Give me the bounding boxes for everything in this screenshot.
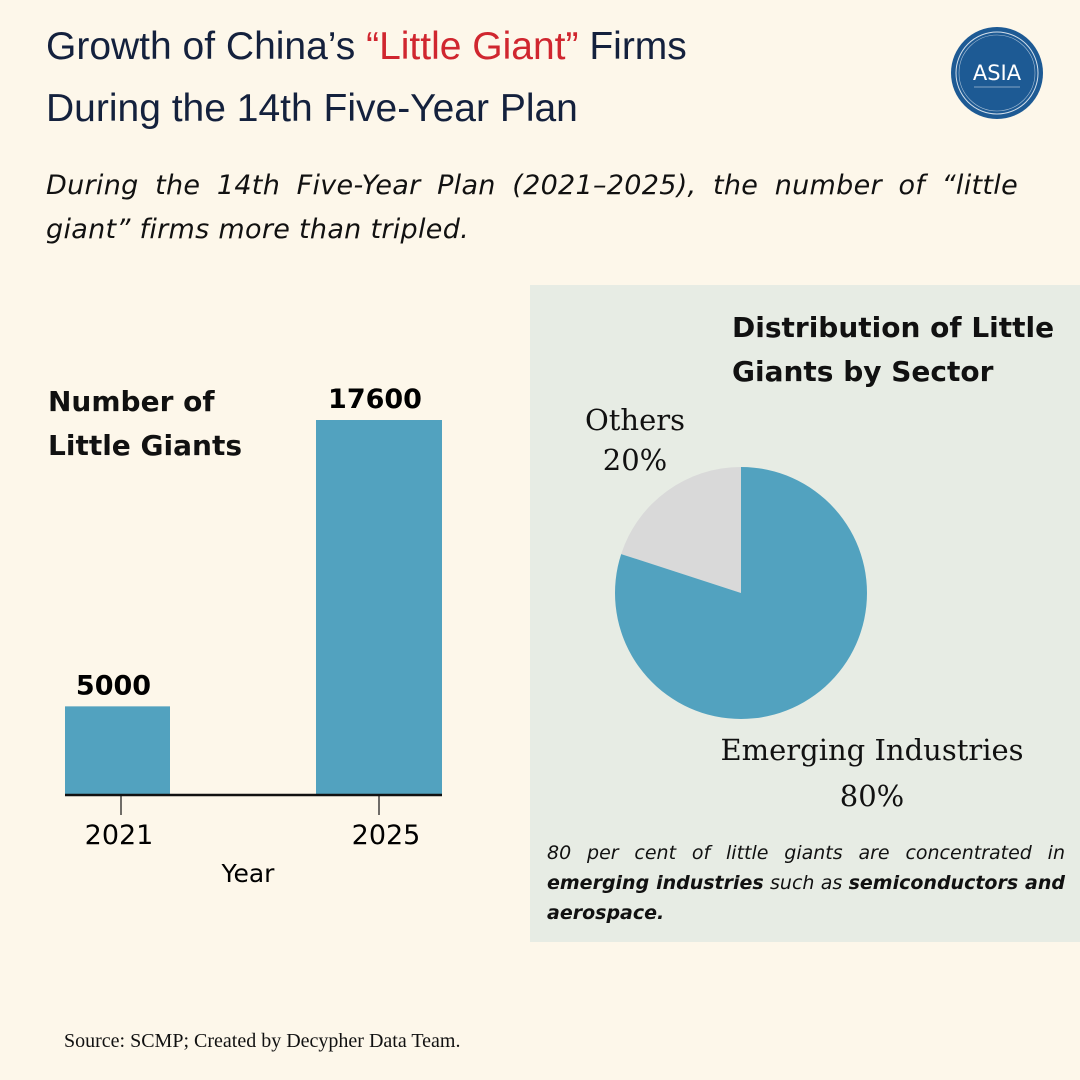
bar-data-label: 5000: [76, 670, 151, 701]
bar-data-label: 17600: [328, 384, 422, 415]
pie-chart-title: Distribution of Little Giants by Sector: [732, 311, 1055, 388]
emerging-pct: 80%: [839, 779, 905, 813]
title-text: Firms: [578, 25, 687, 68]
x-axis-label: Year: [221, 859, 276, 888]
pie-label-emerging: Emerging Industries 80%: [672, 730, 1072, 816]
note-bold: semiconductors and aerospace.: [547, 872, 1065, 924]
title-line2: During the 14th Five-Year Plan: [46, 87, 578, 130]
x-tick-label: 2021: [85, 820, 154, 851]
title-text: Growth of China’s: [46, 25, 367, 68]
x-tick-label: 2025: [352, 820, 421, 851]
source-note: Source: SCMP; Created by Decypher Data T…: [64, 1030, 461, 1052]
sector-note: 80 per cent of little giants are concent…: [547, 838, 1065, 928]
page-title: Growth of China’s “Little Giant” Firms D…: [46, 16, 687, 140]
note-text: 80 per cent of little giants are concent…: [547, 842, 1065, 864]
others-pct: 20%: [602, 443, 668, 477]
others-name: Others: [584, 403, 685, 437]
bar-2025: [316, 420, 442, 795]
asia-logo: ASIA: [951, 27, 1043, 119]
note-bold: emerging industries: [547, 872, 764, 894]
note-text: such as: [763, 872, 849, 894]
pie-slice-emerging-industries: [614, 467, 867, 719]
subtitle: During the 14th Five-Year Plan (2021–202…: [46, 170, 1018, 245]
bar-2021: [65, 706, 170, 795]
pie-label-others: Others 20%: [560, 400, 710, 480]
pie-slice-others: [621, 467, 741, 593]
bar-chart-title: Number of Little Giants: [48, 385, 243, 462]
svg-text:ASIA: ASIA: [973, 61, 1022, 85]
title-highlight: “Little Giant”: [366, 25, 579, 68]
emerging-name: Emerging Industries: [720, 733, 1024, 767]
